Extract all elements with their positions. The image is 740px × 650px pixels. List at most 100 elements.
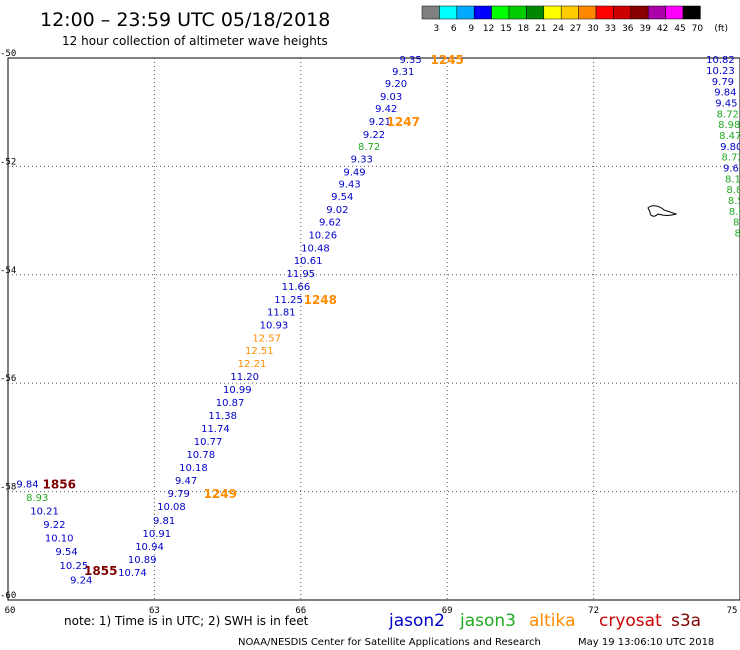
colorbar-swatch <box>473 5 492 20</box>
wave-height-label: 10.74 <box>118 568 147 579</box>
colorbar-swatch <box>421 5 440 20</box>
chart-title: 12:00 – 23:59 UTC 05/18/2018 <box>40 9 330 31</box>
y-tick-label: -56 <box>0 374 16 384</box>
y-tick-label: -52 <box>0 157 16 167</box>
wave-height-label: 9.21 <box>369 117 391 128</box>
wave-height-label: 9.79 <box>712 77 734 88</box>
colorbar-swatch <box>647 5 666 20</box>
generated-timestamp: May 19 13:06:10 UTC 2018 <box>578 637 714 648</box>
wave-height-label: 9.22 <box>363 130 385 141</box>
wave-height-label: 9.22 <box>43 520 65 531</box>
wave-height-label: 8.12 <box>725 174 740 185</box>
wave-height-label: 9.03 <box>380 92 402 103</box>
x-axis: 60 63 66 69 72 75 <box>5 606 738 616</box>
wave-height-label: 10.87 <box>216 398 245 409</box>
wave-height-label: 11.38 <box>208 411 237 422</box>
colorbar-label: 12 <box>483 24 494 34</box>
legend-s3a: s3a <box>671 611 701 631</box>
colorbar-label: 42 <box>657 24 668 34</box>
wave-height-label: 10.99 <box>223 385 252 396</box>
y-tick-label: -50 <box>0 49 16 59</box>
time-labels: 1245 1247 1248 1249 1856 1855 <box>43 53 464 578</box>
colorbar-swatch <box>682 5 701 20</box>
wave-height-label: 9.62 <box>319 218 341 229</box>
wave-height-label: 9.49 <box>343 167 365 178</box>
x-tick-label: 75 <box>727 606 738 616</box>
y-axis: -50 -52 -54 -56 -58 -60 <box>0 49 16 601</box>
colorbar-label: 30 <box>587 24 599 34</box>
wave-height-label: 8.98 <box>718 120 740 131</box>
wave-height-label: 12.21 <box>238 359 267 370</box>
wave-height-label: 10.93 <box>260 321 289 332</box>
wave-height-label: 8.72 <box>717 109 739 120</box>
pass-time-label: 1856 <box>43 477 76 491</box>
plot-frame <box>7 57 740 601</box>
wave-height-label: 8.2 <box>733 218 740 229</box>
wave-height-label: 9.54 <box>331 192 353 203</box>
wave-height-label: 8.72 <box>358 142 380 153</box>
colorbar-label: 36 <box>622 24 634 34</box>
colorbar-label: 70 <box>692 24 704 34</box>
wave-height-label: 10.26 <box>308 231 337 242</box>
colorbar-swatch <box>439 5 458 20</box>
wave-height-label: 10.48 <box>301 244 330 255</box>
wave-height-label: 9.84 <box>714 88 736 99</box>
wave-height-label: 9.61 <box>723 163 740 174</box>
wave-height-label: 8.08 <box>729 207 740 218</box>
satellite-legend: jason2 jason3 altika cryosat s3a <box>388 611 701 631</box>
wave-height-label: 10.77 <box>194 437 223 448</box>
wave-height-label: 10.23 <box>706 66 735 77</box>
wave-height-label: 10.61 <box>294 256 323 267</box>
wave-height-label: 9.84 <box>16 479 38 490</box>
colorbar-label: 39 <box>639 24 651 34</box>
colorbar-label: 3 <box>434 24 440 34</box>
x-tick-label: 72 <box>588 606 599 616</box>
wave-height-label: 11.95 <box>286 269 315 280</box>
colorbar-swatch <box>526 5 545 20</box>
wave-height-label: 8.93 <box>26 493 48 504</box>
wave-height-label: 11.25 <box>274 295 303 306</box>
footnote: note: 1) Time is in UTC; 2) SWH is in fe… <box>64 614 309 628</box>
colorbar-label: 9 <box>468 24 474 34</box>
x-tick-label: 69 <box>442 606 453 616</box>
wave-height-label: 9.54 <box>55 547 77 558</box>
data-labels: 9.359.319.209.039.429.219.228.729.339.49… <box>16 55 740 586</box>
x-tick-label: 60 <box>5 606 16 616</box>
wave-height-label: 9.02 <box>326 205 348 216</box>
wave-height-label: 9.80 <box>720 142 740 153</box>
wave-height-label: 10.78 <box>186 450 215 461</box>
colorbar-swatch <box>456 5 475 20</box>
wave-height-label: 10.94 <box>135 542 164 553</box>
wave-height-label: 10.82 <box>706 55 735 66</box>
wave-height-label: 10.18 <box>179 463 208 474</box>
colorbar-label: 21 <box>535 24 546 34</box>
wave-height-label: 8.59 <box>728 196 740 207</box>
colorbar-swatch <box>491 5 510 20</box>
wave-height-label: 12.51 <box>245 346 274 357</box>
wave-height-label: 11.20 <box>230 372 259 383</box>
wave-height-label: 10.08 <box>157 502 186 513</box>
y-tick-label: -58 <box>0 483 16 493</box>
legend-jason2: jason2 <box>388 611 445 631</box>
y-tick-label: -54 <box>0 266 16 276</box>
wave-height-label: 11.74 <box>201 424 230 435</box>
wave-height-label: 9.45 <box>715 98 737 109</box>
wave-height-label: 9.43 <box>338 180 360 191</box>
colorbar-label: 27 <box>570 24 581 34</box>
pass-time-label: 1248 <box>304 293 337 307</box>
colorbar-label: 15 <box>500 24 511 34</box>
colorbar-label: 45 <box>674 24 685 34</box>
pass-time-label: 1855 <box>84 564 117 578</box>
wave-height-label: 8.47 <box>719 131 740 142</box>
island-outline <box>647 205 678 217</box>
legend-jason3: jason3 <box>459 611 516 631</box>
pass-time-label: 1247 <box>387 115 420 129</box>
wave-height-label: 10.89 <box>128 555 157 566</box>
colorbar-unit: (ft) <box>714 24 728 34</box>
wave-height-label: 9.47 <box>175 476 197 487</box>
wave-height-label: 9.35 <box>399 55 421 66</box>
colorbar-label: 24 <box>552 24 564 34</box>
colorbar-swatch <box>560 5 579 20</box>
